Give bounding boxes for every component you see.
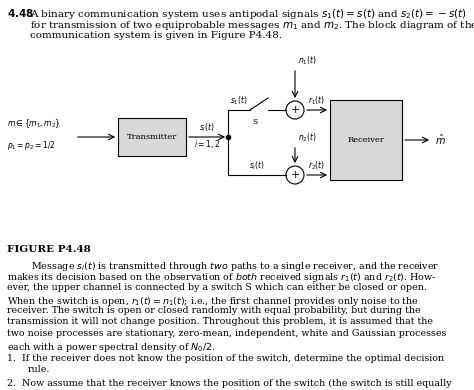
Text: $n_2(t)$: $n_2(t)$: [298, 131, 317, 144]
Text: +: +: [290, 105, 300, 115]
Text: S: S: [252, 118, 257, 126]
Text: $s_i(t)$: $s_i(t)$: [249, 160, 265, 172]
Text: $s_1(t)$: $s_1(t)$: [230, 94, 248, 107]
Text: $\mathbf{4.48}$: $\mathbf{4.48}$: [7, 7, 34, 19]
Text: $r_2(t)$: $r_2(t)$: [309, 160, 326, 172]
Text: 1.  If the receiver does not know the position of the switch, determine the opti: 1. If the receiver does not know the pos…: [7, 354, 444, 363]
Text: Message $s_i(t)$ is transmitted through $\it{two}$ paths to a single receiver, a: Message $s_i(t)$ is transmitted through …: [7, 260, 439, 273]
Text: ever, the upper channel is connected by a switch S which can either be closed or: ever, the upper channel is connected by …: [7, 283, 427, 292]
Text: each with a power spectral density of $N_0/2$.: each with a power spectral density of $N…: [7, 340, 215, 353]
Bar: [330, 100, 402, 180]
Text: $s_i(t)$: $s_i(t)$: [199, 122, 215, 134]
Text: 2.  Now assume that the receiver knows the position of the switch (the switch is: 2. Now assume that the receiver knows th…: [7, 379, 452, 388]
Text: Receiver: Receiver: [347, 136, 384, 144]
Text: $r_1(t)$: $r_1(t)$: [309, 94, 326, 107]
Text: makes its decision based on the observation of $\it{both}$ received signals $r_1: makes its decision based on the observat…: [7, 271, 437, 284]
Text: A binary communication system uses antipodal signals $s_1(t) = s(t)$ and $s_2(t): A binary communication system uses antip…: [30, 7, 467, 21]
Text: two noise processes are stationary, zero-mean, independent, white and Gaussian p: two noise processes are stationary, zero…: [7, 329, 447, 338]
Text: $\hat{m}$: $\hat{m}$: [435, 133, 446, 147]
Text: When the switch is open, $r_1(t) = n_1(t)$; i.e., the first channel provides onl: When the switch is open, $r_1(t) = n_1(t…: [7, 294, 419, 307]
Text: FIGURE P4.48: FIGURE P4.48: [7, 245, 91, 254]
Text: $i = 1, 2$: $i = 1, 2$: [194, 138, 220, 150]
Text: $p_1 = p_2 = 1/2$: $p_1 = p_2 = 1/2$: [7, 139, 56, 152]
Text: transmission it will not change position. Throughout this problem, it is assumed: transmission it will not change position…: [7, 317, 433, 326]
Text: communication system is given in Figure P4.48.: communication system is given in Figure …: [30, 31, 282, 40]
Text: +: +: [290, 170, 300, 180]
Bar: [118, 118, 186, 156]
Text: Transmitter: Transmitter: [127, 133, 177, 141]
Text: rule.: rule.: [28, 365, 50, 374]
Text: receiver. The switch is open or closed randomly with equal probability, but duri: receiver. The switch is open or closed r…: [7, 306, 420, 315]
Text: $m \in \{m_1, m_2\}$: $m \in \{m_1, m_2\}$: [7, 117, 61, 130]
Text: $n_1(t)$: $n_1(t)$: [298, 55, 317, 67]
Text: for transmission of two equiprobable messages $m_1$ and $m_2$. The block diagram: for transmission of two equiprobable mes…: [30, 19, 474, 32]
